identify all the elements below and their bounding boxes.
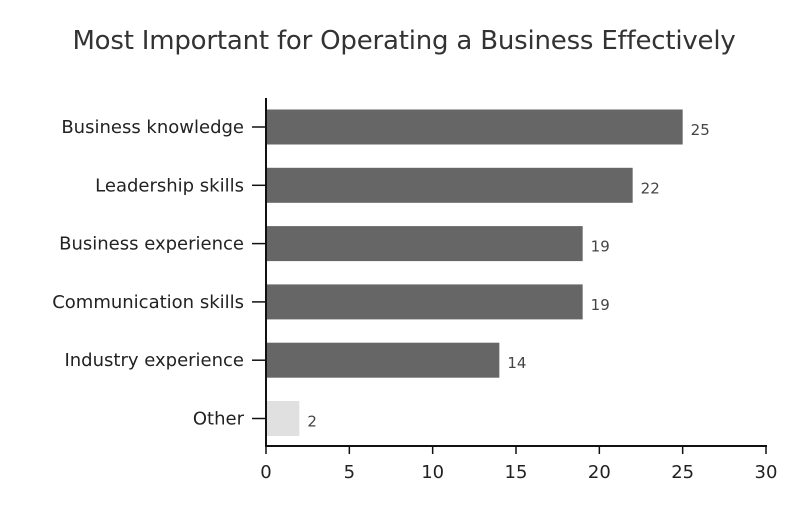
bar-3 [267,284,583,320]
x-tick-label-1: 5 [344,462,355,483]
chart-title: Most Important for Operating a Business … [72,26,736,56]
bar-2 [267,226,583,262]
category-label-3: Communication skills [52,292,244,313]
data-label-1: 22 [641,179,660,197]
x-tick-label-2: 10 [421,462,444,483]
category-label-0: Business knowledge [61,117,244,138]
bar-4 [267,342,500,378]
category-label-1: Leadership skills [95,175,244,196]
category-label-4: Industry experience [64,350,244,371]
x-tick-label-3: 15 [505,462,528,483]
data-label-2: 19 [591,238,610,256]
bar-1 [267,167,633,203]
x-tick-label-6: 30 [755,462,778,483]
data-label-3: 19 [591,296,610,314]
data-label-0: 25 [691,121,710,139]
bar-0 [267,109,683,145]
data-label-4: 14 [507,354,526,372]
x-tick-label-4: 20 [588,462,611,483]
bar-5 [267,401,300,436]
x-tick-label-5: 25 [671,462,694,483]
category-label-5: Other [193,409,245,430]
x-tick-label-0: 0 [260,462,271,483]
data-label-5: 2 [307,413,317,431]
category-label-2: Business experience [59,234,244,255]
